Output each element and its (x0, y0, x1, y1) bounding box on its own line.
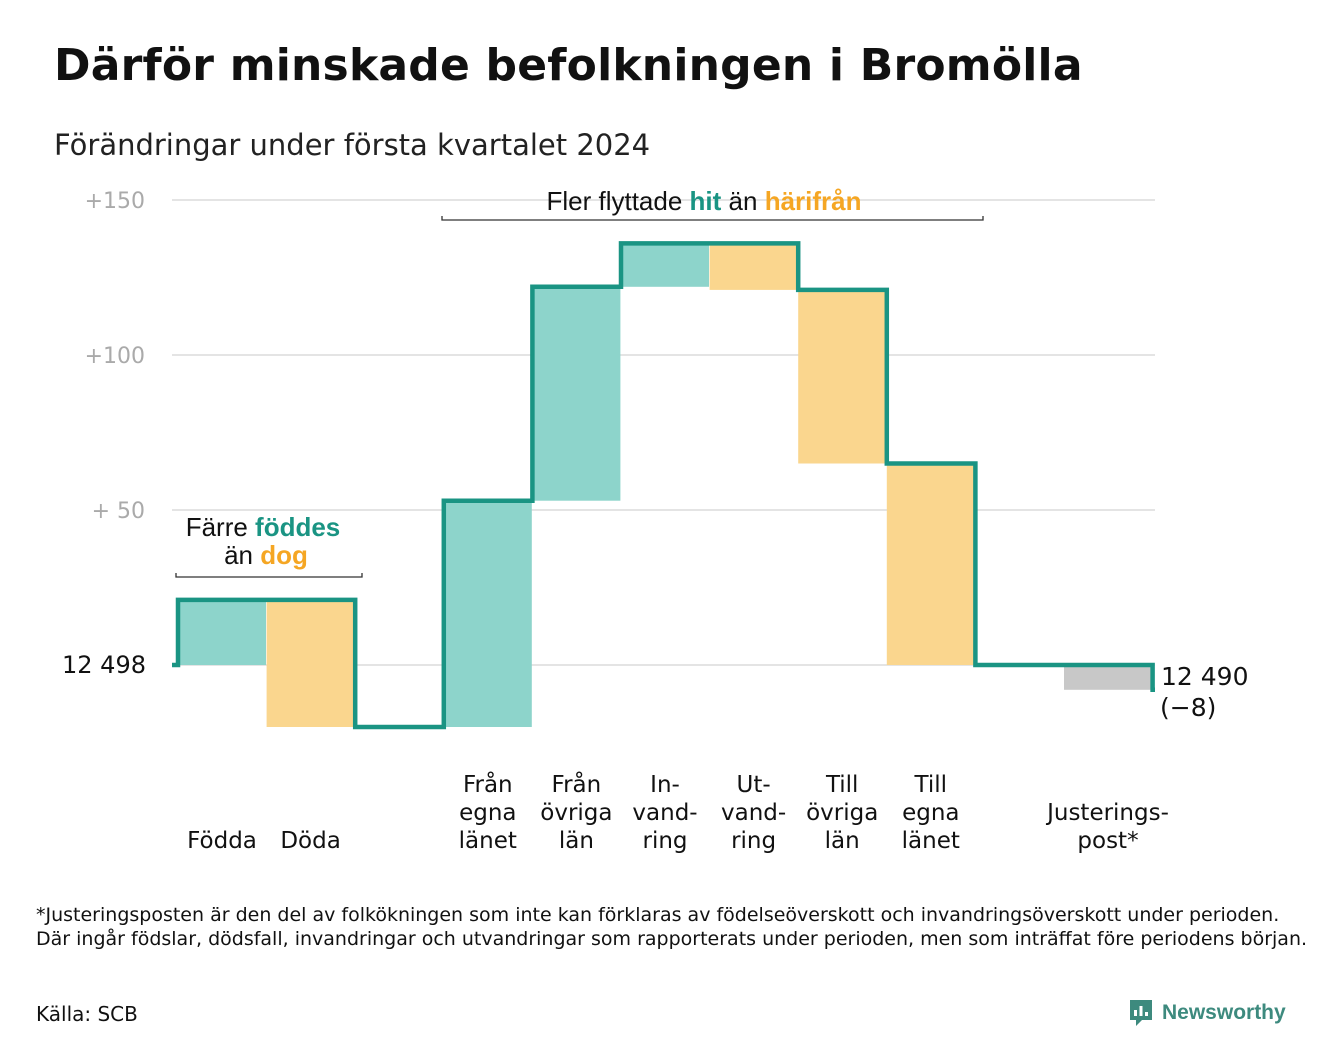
annotation-orange-word: dog (260, 540, 308, 570)
bar-increase (621, 243, 709, 287)
category-label: egna (459, 800, 516, 826)
brand-name: Newsworthy (1162, 1001, 1286, 1024)
end-change-label: (−8) (1160, 693, 1216, 722)
bar-increase (443, 500, 532, 727)
annotation-text: än (224, 540, 260, 570)
brand-logo: Newsworthy (1128, 998, 1286, 1028)
footnote: *Justeringsposten är den del av folkökni… (36, 904, 1308, 950)
y-tick-label: +100 (85, 344, 145, 369)
annotation-left-line2: än dog (224, 540, 308, 570)
category-label: län (559, 828, 594, 854)
bracket-births-deaths (175, 573, 363, 578)
category-label: Födda (187, 828, 257, 854)
y-tick-label: + 50 (92, 499, 145, 524)
bar-adjustment (1064, 665, 1152, 690)
category-label: Till (825, 772, 859, 798)
page-subtitle: Förändringar under första kvartalet 2024 (54, 128, 651, 162)
bar-decrease (798, 289, 887, 464)
category-label: Döda (280, 828, 340, 854)
category-label: Från (463, 770, 513, 798)
bar-decrease (886, 463, 975, 665)
bar-increase (532, 286, 621, 501)
category-label: vand- (721, 800, 786, 826)
category-label: egna (902, 800, 959, 826)
category-label: övriga (806, 800, 878, 826)
category-label: Ut- (737, 772, 771, 798)
category-label: Justerings- (1045, 800, 1169, 826)
category-label: post* (1077, 828, 1138, 854)
category-label: vand- (632, 800, 697, 826)
annotation-teal-word: hit (690, 186, 722, 216)
category-label: Från (552, 770, 602, 798)
annotation-orange-word: härifrån (765, 186, 862, 216)
y-tick-label: +150 (85, 189, 145, 214)
page-title: Därför minskade befolkningen i Bromölla (54, 40, 1083, 91)
annotation-left-line1: Färre föddes (186, 512, 341, 542)
bracket-migration (441, 216, 984, 221)
category-label: Till (914, 772, 948, 798)
category-label: ring (731, 828, 776, 854)
cumulative-step-line (172, 241, 1155, 730)
end-value-label: 12 490 (1161, 662, 1248, 691)
category-label: ring (642, 828, 687, 854)
category-label: länet (459, 828, 517, 854)
newsworthy-icon (1130, 1000, 1152, 1026)
category-label: län (825, 828, 860, 854)
bar-decrease (266, 599, 355, 727)
annotation-text: Färre (186, 512, 255, 542)
annotation-top: Fler flyttade hit än härifrån (546, 186, 861, 216)
start-value-label: 12 498 (62, 651, 146, 679)
annotation-text: än (721, 186, 764, 216)
bar-decrease (709, 243, 798, 290)
annotation-text: Fler flyttade (546, 186, 689, 216)
category-label: övriga (540, 800, 612, 826)
category-label: länet (902, 828, 960, 854)
category-label: In- (650, 772, 680, 798)
annotation-teal-word: föddes (255, 512, 340, 542)
bar-increase (178, 599, 266, 665)
source-note: Källa: SCB (36, 1002, 138, 1026)
